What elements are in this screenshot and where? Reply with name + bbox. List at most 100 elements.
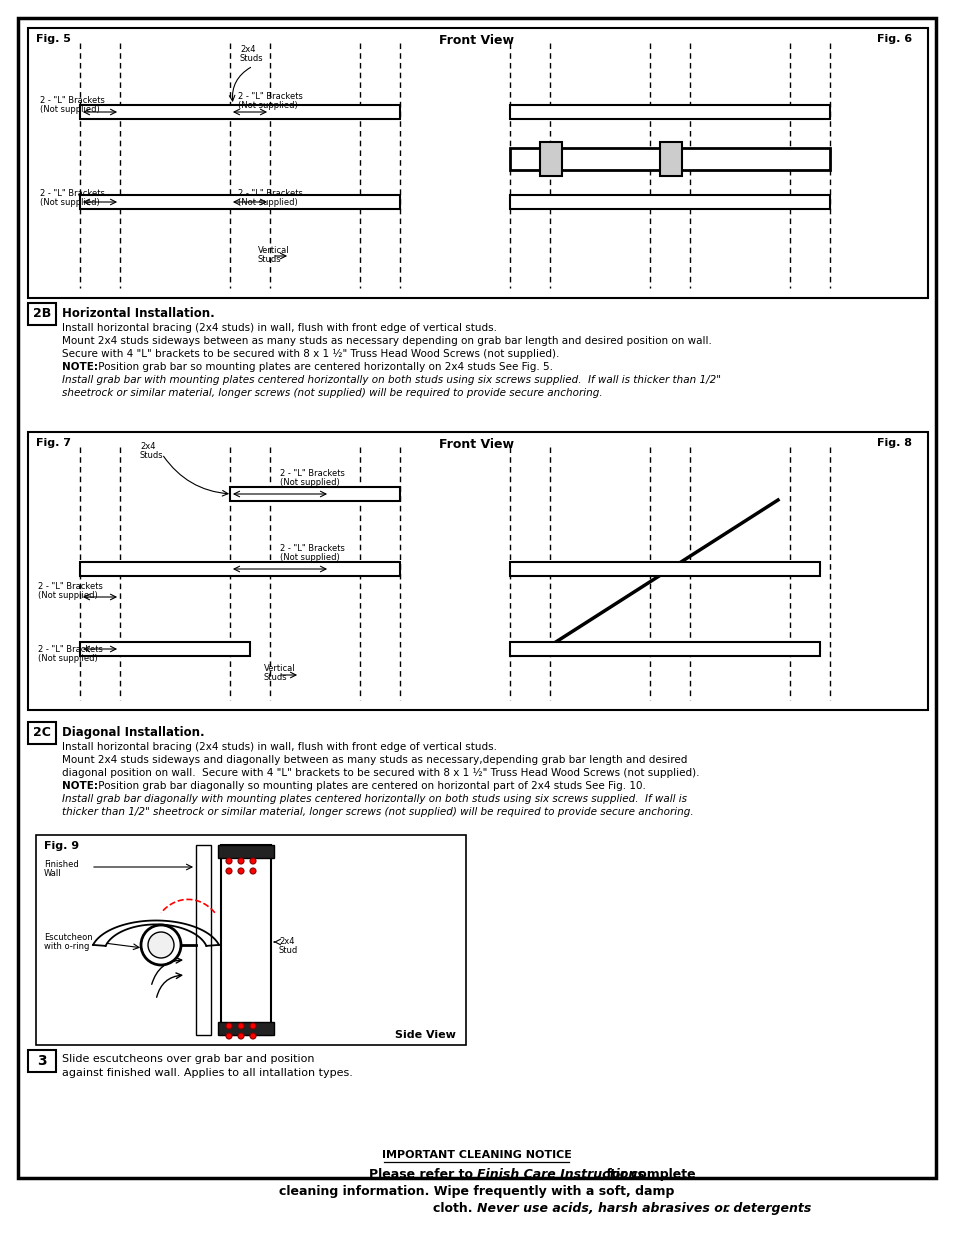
Text: 2x4: 2x4	[278, 937, 294, 946]
Text: 2 - "L" Brackets: 2 - "L" Brackets	[38, 645, 103, 655]
Bar	[80, 119, 399, 195]
Bar	[80, 562, 399, 576]
Text: IMPORTANT CLEANING NOTICE: IMPORTANT CLEANING NOTICE	[381, 1150, 572, 1160]
Bar	[659, 142, 681, 177]
Bar	[80, 67, 399, 105]
Bar	[80, 576, 399, 637]
Text: Mount 2x4 studs sideways and diagonally between as many studs as necessary,depen: Mount 2x4 studs sideways and diagonally …	[62, 755, 687, 764]
Text: .: .	[724, 1202, 729, 1215]
Text: (Not supplied): (Not supplied)	[38, 592, 97, 600]
Text: Fig. 7: Fig. 7	[36, 438, 71, 448]
Text: Please refer to: Please refer to	[368, 1168, 476, 1181]
Bar	[28, 722, 56, 743]
Text: Front View: Front View	[439, 438, 514, 451]
Circle shape	[226, 858, 232, 864]
Text: 2 - "L" Brackets: 2 - "L" Brackets	[237, 91, 302, 101]
Bar	[28, 432, 927, 710]
Text: 2 - "L" Brackets: 2 - "L" Brackets	[237, 189, 302, 198]
Text: Finished: Finished	[44, 860, 79, 869]
Circle shape	[226, 1023, 232, 1029]
Circle shape	[805, 149, 825, 169]
Bar	[218, 1023, 274, 1035]
Text: Mount 2x4 studs sideways between as many studs as necessary depending on grab ba: Mount 2x4 studs sideways between as many…	[62, 336, 711, 346]
Text: Position grab bar so mounting plates are centered horizontally on 2x4 studs See : Position grab bar so mounting plates are…	[95, 362, 553, 372]
Bar	[230, 487, 399, 501]
Circle shape	[237, 858, 244, 864]
Bar	[28, 303, 56, 325]
Bar	[539, 142, 561, 177]
Text: against finished wall. Applies to all intallation types.: against finished wall. Applies to all in…	[62, 1068, 353, 1078]
Bar	[510, 642, 820, 656]
Text: Vertical: Vertical	[264, 664, 295, 673]
Text: thicker than 1/2" sheetrock or similar material, longer screws (not supplied) wi: thicker than 1/2" sheetrock or similar m…	[62, 806, 693, 818]
Text: NOTE:: NOTE:	[62, 781, 98, 790]
Bar	[36, 835, 465, 1045]
Text: 2 - "L" Brackets: 2 - "L" Brackets	[40, 189, 105, 198]
Text: Fig. 6: Fig. 6	[876, 35, 911, 44]
Text: Side View: Side View	[395, 1030, 456, 1040]
Text: Studs: Studs	[140, 451, 164, 459]
Text: Studs: Studs	[240, 54, 263, 63]
Circle shape	[760, 482, 795, 517]
Bar	[80, 195, 399, 209]
Text: Never use acids, harsh abrasives or detergents: Never use acids, harsh abrasives or dete…	[476, 1202, 810, 1215]
Text: Studs: Studs	[264, 673, 287, 682]
Text: Escutcheon: Escutcheon	[44, 932, 92, 942]
Text: 2 - "L" Brackets: 2 - "L" Brackets	[280, 543, 345, 553]
Circle shape	[237, 1032, 244, 1039]
Text: Front View: Front View	[439, 35, 514, 47]
Text: 2 - "L" Brackets: 2 - "L" Brackets	[40, 96, 105, 105]
Text: Install grab bar with mounting plates centered horizontally on both studs using : Install grab bar with mounting plates ce…	[62, 375, 720, 385]
Text: Fig. 9: Fig. 9	[44, 841, 79, 851]
Text: (Not supplied): (Not supplied)	[237, 101, 297, 110]
Text: Slide escutcheons over grab bar and position: Slide escutcheons over grab bar and posi…	[62, 1053, 314, 1065]
Circle shape	[250, 1032, 255, 1039]
Circle shape	[226, 1032, 232, 1039]
Circle shape	[141, 925, 181, 965]
Bar	[80, 642, 250, 656]
Circle shape	[237, 868, 244, 874]
Circle shape	[237, 1023, 244, 1029]
Text: cleaning information. Wipe frequently with a soft, damp: cleaning information. Wipe frequently wi…	[279, 1186, 674, 1198]
Text: (Not supplied): (Not supplied)	[40, 105, 100, 114]
Text: 3: 3	[37, 1053, 47, 1068]
Text: 2x4: 2x4	[240, 44, 255, 54]
Text: (Not supplied): (Not supplied)	[280, 553, 339, 562]
Text: Position grab bar diagonally so mounting plates are centered on horizontal part : Position grab bar diagonally so mounting…	[95, 781, 645, 790]
Text: 2 - "L" Brackets: 2 - "L" Brackets	[38, 582, 103, 592]
Text: Horizontal Installation.: Horizontal Installation.	[62, 308, 214, 320]
Bar	[28, 1050, 56, 1072]
Bar	[28, 28, 927, 298]
Text: Fig. 5: Fig. 5	[36, 35, 71, 44]
Bar	[218, 845, 274, 858]
Bar	[510, 105, 829, 119]
Text: 2B: 2B	[32, 308, 51, 320]
Text: Install horizontal bracing (2x4 studs) in wall, flush with front edge of vertica: Install horizontal bracing (2x4 studs) i…	[62, 742, 497, 752]
Text: Install horizontal bracing (2x4 studs) in wall, flush with front edge of vertica: Install horizontal bracing (2x4 studs) i…	[62, 324, 497, 333]
Text: for complete: for complete	[601, 1168, 695, 1181]
Text: cloth.: cloth.	[433, 1202, 476, 1215]
Circle shape	[250, 1023, 255, 1029]
Circle shape	[250, 868, 255, 874]
Text: (Not supplied): (Not supplied)	[38, 655, 97, 663]
Circle shape	[517, 149, 537, 169]
Text: Secure with 4 "L" brackets to be secured with 8 x 1 ½" Truss Head Wood Screws (n: Secure with 4 "L" brackets to be secured…	[62, 350, 558, 359]
Text: Diagonal Installation.: Diagonal Installation.	[62, 726, 204, 739]
Text: Vertical: Vertical	[257, 246, 290, 254]
Circle shape	[250, 858, 255, 864]
Bar	[80, 105, 399, 119]
Text: Install grab bar diagonally with mounting plates centered horizontally on both s: Install grab bar diagonally with mountin…	[62, 794, 686, 804]
Circle shape	[226, 868, 232, 874]
Text: NOTE:: NOTE:	[62, 362, 98, 372]
Text: Fig. 8: Fig. 8	[876, 438, 911, 448]
Text: (Not supplied): (Not supplied)	[40, 198, 100, 207]
Text: (Not supplied): (Not supplied)	[237, 198, 297, 207]
Circle shape	[800, 143, 831, 175]
Text: Stud: Stud	[278, 946, 298, 955]
Bar	[221, 845, 271, 1035]
Text: (Not supplied): (Not supplied)	[280, 478, 339, 487]
Text: 2 - "L" Brackets: 2 - "L" Brackets	[280, 469, 345, 478]
Circle shape	[511, 143, 542, 175]
Text: Finish Care Instructions: Finish Care Instructions	[476, 1168, 644, 1181]
Text: Wall: Wall	[44, 869, 62, 878]
